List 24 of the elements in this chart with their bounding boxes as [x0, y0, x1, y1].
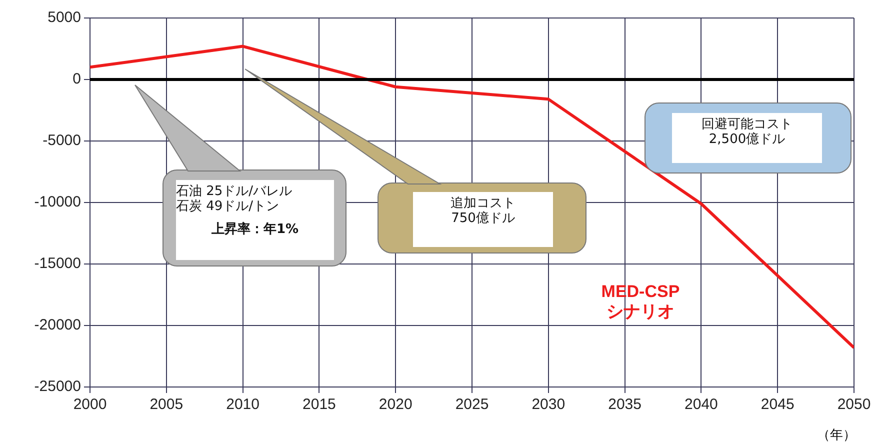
y-tick-label: -5000 [42, 132, 81, 150]
x-tick-label: 2040 [684, 396, 718, 414]
annotation: 追加コスト 750億ドル [450, 196, 516, 226]
y-tick-label: -20000 [34, 316, 81, 334]
x-tick-label: 2000 [73, 396, 107, 414]
x-tick-label: 2045 [760, 396, 794, 414]
x-axis-title: （年） [817, 427, 856, 444]
x-tick-label: 2050 [837, 396, 871, 414]
y-tick-label: 5000 [48, 9, 81, 26]
y-tick-label: -25000 [34, 378, 81, 396]
x-tick-label: 2035 [608, 396, 642, 414]
x-tick-label: 2025 [455, 396, 489, 414]
x-tick-label: 2020 [378, 396, 412, 414]
annotation: 上昇率：年1% [210, 222, 300, 237]
x-tick-label: 2010 [226, 396, 260, 414]
x-tick-label: 2015 [302, 396, 336, 414]
annotation: 石炭 49ドル/トン [176, 199, 280, 214]
annotation: 回避可能コスト 2,500億ドル [700, 117, 794, 147]
annotation: 石油 25ドル/バレル [176, 184, 294, 199]
x-tick-label: 2030 [532, 396, 566, 414]
x-tick-label: 2005 [150, 396, 184, 414]
y-tick-label: -10000 [34, 194, 81, 211]
y-tick-label: -15000 [34, 255, 81, 272]
y-tick-label: 0 [72, 70, 81, 88]
